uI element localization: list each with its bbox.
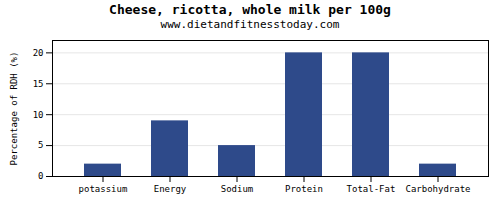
svg-text:Percentage of RDH (%): Percentage of RDH (%): [9, 52, 19, 166]
svg-text:Total-Fat: Total-Fat: [347, 184, 396, 194]
html-text:Cheese, ricotta, whole milk pe: Cheese, ricotta, whole milk per 100g: [109, 2, 391, 17]
svg-text:Carbohydrate: Carbohydrate: [405, 184, 470, 194]
svg-text:20: 20: [33, 48, 44, 58]
svg-text:Sodium: Sodium: [221, 184, 254, 194]
svg-text:Protein: Protein: [285, 184, 323, 194]
html-text:www.dietandfitnesstoday.com: www.dietandfitnesstoday.com: [160, 18, 340, 31]
svg-text:10: 10: [33, 110, 44, 120]
svg-text:Energy: Energy: [154, 184, 187, 194]
svg-text:5: 5: [38, 140, 43, 150]
svg-text:potassium: potassium: [79, 184, 128, 194]
svg-text:15: 15: [33, 79, 44, 89]
svg-text:0: 0: [38, 171, 43, 181]
